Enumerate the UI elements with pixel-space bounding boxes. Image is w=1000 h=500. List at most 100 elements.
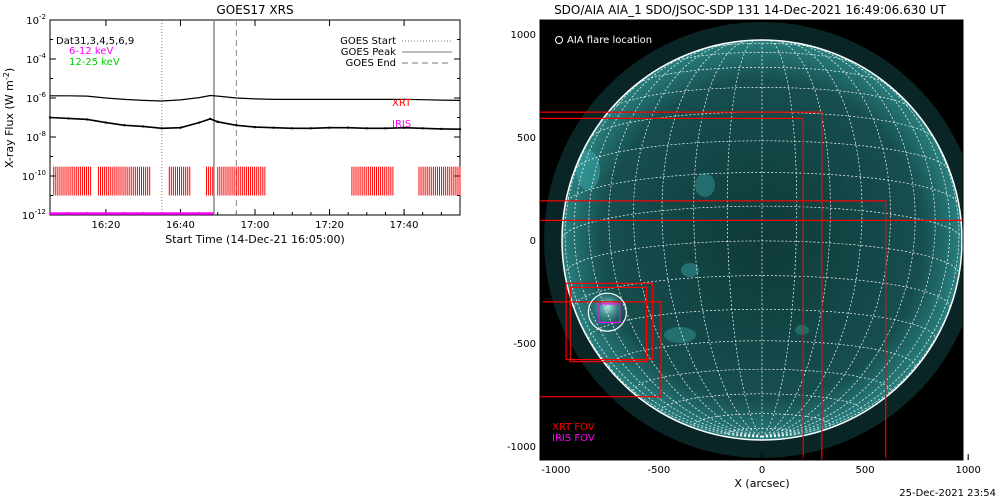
goes-data-point	[309, 127, 313, 130]
aia-title: SDO/AIA AIA_1 SDO/JSOC-SDP 131 14-Dec-20…	[554, 3, 947, 17]
goes-series-high-energy	[49, 116, 461, 130]
xrt-fov-box	[565, 282, 654, 361]
goes-data-point	[235, 124, 238, 127]
aia-ytick-label: -500	[513, 339, 536, 350]
goes-y-axis: 10-2 10-4 10-6 10-8 10-10 10-12	[22, 13, 460, 222]
grid-latitude-line	[610, 87, 914, 110]
xrt-fov-boxes	[540, 111, 963, 460]
grid-latitude-line	[661, 393, 863, 411]
active-region-center	[681, 263, 699, 277]
goes-data-point	[402, 126, 406, 129]
flare-location-marker	[587, 292, 627, 332]
goes-panel: GOES17 XRS X-ray Flux (W m-2) 10-210-410…	[2, 3, 462, 246]
goes-title: GOES17 XRS	[216, 3, 293, 17]
grid-longitude-line	[588, 49, 763, 438]
aia-xtick-label: 0	[759, 465, 765, 476]
xrt-label: XRT	[392, 98, 412, 109]
aia-xlabel: X (arcsec)	[734, 477, 789, 490]
goes-data-point	[216, 120, 219, 124]
goes-xlabel: Start Time (14-Dec-21 16:05:00)	[165, 233, 345, 246]
goes-data-point	[384, 127, 387, 130]
legend-goes-end: GOES End	[346, 58, 396, 69]
xrt-fov-box	[540, 117, 804, 460]
aia-ytick-label: -1000	[507, 442, 536, 453]
goes-data-point	[48, 116, 52, 119]
goes-curves	[48, 94, 462, 131]
goes-data-point	[421, 127, 424, 130]
aia-xtick-label: 1000	[955, 465, 980, 476]
energy-band-12-25: 12-25 keV	[69, 57, 120, 68]
active-region-southeast	[795, 325, 809, 335]
grid-longitude-line	[761, 49, 936, 438]
grid-longitude-line	[761, 58, 951, 438]
goes-data-point	[86, 118, 89, 121]
legend-goes-start: GOES Start	[340, 36, 396, 47]
solar-limb	[561, 39, 963, 441]
goes-xtick-label: 17:40	[390, 220, 419, 231]
xrt-fov-box	[540, 219, 963, 222]
goes-data-point	[179, 126, 182, 129]
active-region-south	[664, 327, 696, 343]
goes-data-point	[141, 125, 145, 128]
goes-ytick-label: 10-4	[26, 52, 46, 66]
goes-data-point	[328, 126, 331, 129]
goes-xtick-label: 17:00	[241, 220, 270, 231]
grid-longitude-line	[661, 40, 763, 438]
xrt-fov-box	[540, 200, 887, 460]
goes-data-point	[440, 127, 443, 131]
grid-longitude-line	[693, 40, 763, 438]
grid-latitude-line	[633, 368, 891, 392]
goes-data-point	[123, 124, 126, 127]
goes-ylabel: X-ray Flux (W m-2)	[2, 68, 16, 168]
xrt-fov-box	[540, 301, 662, 398]
goes-data-point	[197, 121, 201, 124]
goes-data-point	[67, 117, 70, 120]
grid-longitude-line	[564, 96, 763, 438]
flare-brightening	[590, 289, 626, 325]
goes-legend: GOES Start GOES Peak GOES End	[340, 36, 452, 69]
legend-goes-peak: GOES Peak	[341, 47, 396, 58]
goes-data-label: Dat31,3,4,5,6,9	[56, 36, 134, 47]
aia-x-axis: -1000 -500 0 500 1000	[541, 454, 981, 476]
goes-data-point	[104, 121, 108, 124]
goes-data-point	[365, 127, 369, 130]
xrt-fov-box	[540, 111, 823, 460]
iris-fov-box	[598, 303, 621, 324]
grid-longitude-line	[761, 40, 863, 438]
iris-fov-legend: IRIS FOV	[552, 433, 595, 444]
energy-band-6-12: 6-12 keV	[69, 46, 113, 57]
xrt-fov-box	[569, 286, 648, 363]
goes-data-point	[346, 126, 350, 129]
grid-longitude-line	[573, 58, 763, 438]
goes-xtick-label: 17:20	[315, 220, 344, 231]
heliographic-grid	[561, 39, 963, 438]
grid-longitude-line	[633, 42, 763, 438]
goes-ytick-label: 10-8	[26, 130, 46, 144]
goes-data-point	[291, 127, 294, 130]
goes-ytick-label: 10-10	[22, 169, 46, 183]
aia-ytick-label: 0	[530, 236, 536, 247]
footer-timestamp: 25-Dec-2021 23:54	[899, 488, 996, 499]
aia-y-axis: 1000 500 0 -500 -1000	[507, 30, 546, 453]
goes-data-point	[458, 128, 462, 131]
goes-series-low-energy	[50, 94, 461, 102]
active-region-north	[695, 173, 715, 197]
goes-data-point	[160, 127, 164, 130]
grid-longitude-line	[761, 96, 960, 438]
xrt-fov-legend: XRT FOV	[552, 422, 595, 433]
aia-xtick-label: -500	[648, 465, 671, 476]
goes-xtick-label: 16:40	[166, 220, 195, 231]
goes-ytick-label: 10-6	[26, 91, 46, 105]
goes-ytick-label: 10-12	[22, 208, 46, 222]
aia-xtick-label: -1000	[541, 465, 570, 476]
goes-xtick-label: 16:20	[91, 220, 120, 231]
flare-location-legend-icon	[555, 36, 563, 44]
goes-ytick-label: 10-2	[26, 13, 46, 27]
aia-panel: SDO/AIA AIA_1 SDO/JSOC-SDP 131 14-Dec-20…	[507, 3, 981, 490]
aia-xtick-label: 500	[856, 465, 875, 476]
active-region-west	[576, 150, 600, 190]
goes-data-point	[253, 125, 257, 129]
grid-latitude-line	[636, 66, 888, 85]
aia-ytick-label: 1000	[511, 30, 536, 41]
